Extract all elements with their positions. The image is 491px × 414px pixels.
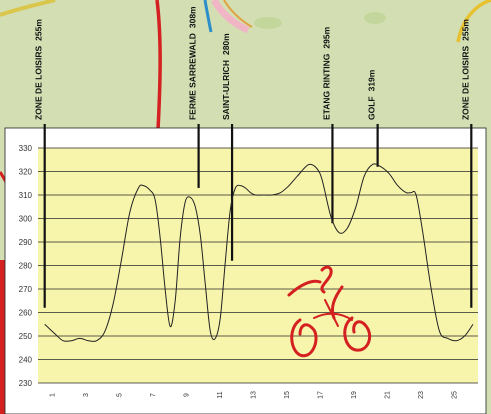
waypoint-elevation: 319m [367, 69, 377, 91]
x-tick-label: 17 [317, 391, 324, 399]
waypoint-name: ZONE DE LOISIRS [34, 46, 44, 120]
x-tick-label: 1 [50, 393, 57, 397]
map-road-orange [223, 0, 253, 28]
waypoint-elevation: 308m [188, 6, 198, 28]
y-tick-label: 320 [19, 168, 33, 177]
y-tick-label: 300 [19, 215, 33, 224]
x-tick-label: 13 [250, 391, 257, 399]
x-tick-label: 19 [351, 391, 358, 399]
y-tick-label: 280 [19, 262, 33, 271]
waypoint-name: ETANG RINTING [321, 53, 331, 120]
map-river [203, 0, 213, 33]
x-tick-label: 5 [117, 393, 124, 397]
waypoint-elevation: 295m [321, 26, 331, 48]
map-road-red [155, 0, 162, 131]
waypoint-elevation: 280m [221, 33, 231, 55]
x-tick-label: 15 [284, 391, 291, 399]
waypoint-label: GOLF 319m [367, 69, 377, 120]
y-tick-label: 290 [19, 238, 33, 247]
x-tick-label: 11 [217, 391, 224, 398]
y-tick-label: 230 [19, 379, 33, 388]
y-tick-label: 270 [19, 285, 33, 294]
waypoint-name: SAINT-ULRICH [221, 60, 231, 120]
waypoint-name: ZONE DE LOISIRS [460, 46, 470, 120]
waypoint-label: ETANG RINTING 295m [321, 26, 331, 120]
cyclist-logo [287, 265, 372, 358]
map-edge-block [0, 260, 8, 414]
waypoint-name: GOLF [367, 96, 377, 120]
y-tick-label: 240 [19, 356, 33, 365]
y-tick-label: 330 [19, 144, 33, 153]
x-tick-label: 23 [418, 391, 425, 399]
x-tick-label: 3 [83, 393, 90, 397]
map-road-pink [210, 0, 250, 34]
waypoint-elevation: 255m [460, 19, 470, 41]
x-tick-label: 7 [150, 393, 157, 397]
map-forest-patch [254, 17, 282, 29]
waypoint-name: FERME SARREWALD [188, 33, 198, 120]
map-road [0, 0, 56, 17]
map-forest-patch-2 [364, 12, 386, 24]
x-tick-label: 25 [451, 391, 458, 399]
x-tick-label: 9 [184, 393, 191, 397]
waypoint-markers: ZONE DE LOISIRS 255m FERME SARREWALD 308m SA… [34, 6, 473, 308]
y-tick-label: 310 [19, 191, 33, 200]
y-tick-label: 260 [19, 309, 33, 318]
waypoint-label: FERME SARREWALD 308m [188, 6, 198, 120]
map-road-right [456, 0, 491, 43]
x-tick-label: 21 [384, 391, 391, 399]
waypoint-label: ZONE DE LOISIRS 255m [34, 19, 44, 120]
y-axis-tick-labels: 230 240 250 260 270 280 290 300 310 320 330 [19, 144, 33, 388]
y-tick-label: 250 [19, 332, 33, 341]
elevation-series-line [44, 163, 474, 343]
waypoint-label: SAINT-ULRICH 280m [221, 33, 231, 120]
x-axis-tick-labels: 1 3 5 7 9 11 13 15 17 19 21 23 25 [50, 391, 459, 399]
waypoint-label: ZONE DE LOISIRS 255m [460, 19, 470, 120]
waypoint-elevation: 255m [34, 19, 44, 41]
